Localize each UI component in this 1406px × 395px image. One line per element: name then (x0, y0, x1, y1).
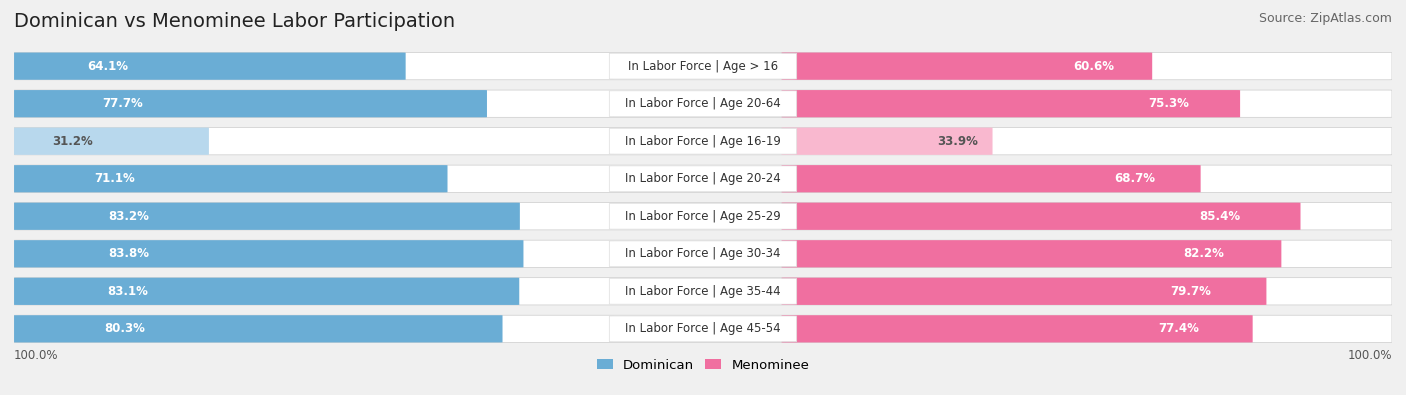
FancyBboxPatch shape (14, 240, 523, 267)
FancyBboxPatch shape (14, 165, 447, 192)
Text: In Labor Force | Age 45-54: In Labor Force | Age 45-54 (626, 322, 780, 335)
Text: 83.2%: 83.2% (108, 210, 149, 223)
FancyBboxPatch shape (782, 203, 1301, 230)
FancyBboxPatch shape (14, 278, 519, 305)
Text: 85.4%: 85.4% (1199, 210, 1240, 223)
FancyBboxPatch shape (14, 53, 1392, 80)
FancyBboxPatch shape (14, 53, 406, 80)
Text: In Labor Force | Age 20-64: In Labor Force | Age 20-64 (626, 97, 780, 110)
FancyBboxPatch shape (609, 241, 797, 267)
FancyBboxPatch shape (609, 166, 797, 192)
FancyBboxPatch shape (782, 165, 1201, 192)
Text: In Labor Force | Age 35-44: In Labor Force | Age 35-44 (626, 285, 780, 298)
FancyBboxPatch shape (609, 53, 797, 79)
FancyBboxPatch shape (14, 315, 1392, 342)
FancyBboxPatch shape (782, 90, 1240, 117)
Text: 100.0%: 100.0% (14, 350, 59, 363)
Text: 80.3%: 80.3% (104, 322, 145, 335)
FancyBboxPatch shape (609, 316, 797, 342)
Text: 83.8%: 83.8% (108, 247, 149, 260)
Text: In Labor Force | Age 30-34: In Labor Force | Age 30-34 (626, 247, 780, 260)
Text: 60.6%: 60.6% (1073, 60, 1114, 73)
Text: 77.7%: 77.7% (101, 97, 142, 110)
FancyBboxPatch shape (609, 91, 797, 117)
Text: 68.7%: 68.7% (1115, 172, 1156, 185)
FancyBboxPatch shape (14, 128, 1392, 155)
Text: Source: ZipAtlas.com: Source: ZipAtlas.com (1258, 12, 1392, 25)
Text: In Labor Force | Age 20-24: In Labor Force | Age 20-24 (626, 172, 780, 185)
FancyBboxPatch shape (14, 90, 486, 117)
FancyBboxPatch shape (782, 240, 1281, 267)
Text: 71.1%: 71.1% (94, 172, 135, 185)
FancyBboxPatch shape (782, 315, 1253, 342)
FancyBboxPatch shape (14, 240, 1392, 267)
Text: 75.3%: 75.3% (1147, 97, 1189, 110)
FancyBboxPatch shape (14, 128, 209, 155)
Text: 100.0%: 100.0% (1347, 350, 1392, 363)
Text: 79.7%: 79.7% (1170, 285, 1211, 298)
FancyBboxPatch shape (14, 278, 1392, 305)
Text: 82.2%: 82.2% (1182, 247, 1225, 260)
Text: In Labor Force | Age 16-19: In Labor Force | Age 16-19 (626, 135, 780, 148)
FancyBboxPatch shape (609, 203, 797, 229)
Text: Dominican vs Menominee Labor Participation: Dominican vs Menominee Labor Participati… (14, 12, 456, 31)
FancyBboxPatch shape (14, 315, 502, 342)
FancyBboxPatch shape (782, 53, 1152, 80)
FancyBboxPatch shape (14, 203, 1392, 230)
FancyBboxPatch shape (14, 203, 520, 230)
FancyBboxPatch shape (14, 90, 1392, 117)
FancyBboxPatch shape (609, 128, 797, 154)
Text: 33.9%: 33.9% (938, 135, 979, 148)
Text: In Labor Force | Age > 16: In Labor Force | Age > 16 (628, 60, 778, 73)
FancyBboxPatch shape (782, 278, 1267, 305)
Text: 64.1%: 64.1% (87, 60, 128, 73)
FancyBboxPatch shape (14, 165, 1392, 192)
Text: 31.2%: 31.2% (52, 135, 93, 148)
Text: In Labor Force | Age 25-29: In Labor Force | Age 25-29 (626, 210, 780, 223)
Legend: Dominican, Menominee: Dominican, Menominee (592, 354, 814, 377)
Text: 83.1%: 83.1% (108, 285, 149, 298)
FancyBboxPatch shape (609, 278, 797, 304)
Text: 77.4%: 77.4% (1159, 322, 1199, 335)
FancyBboxPatch shape (782, 128, 993, 155)
